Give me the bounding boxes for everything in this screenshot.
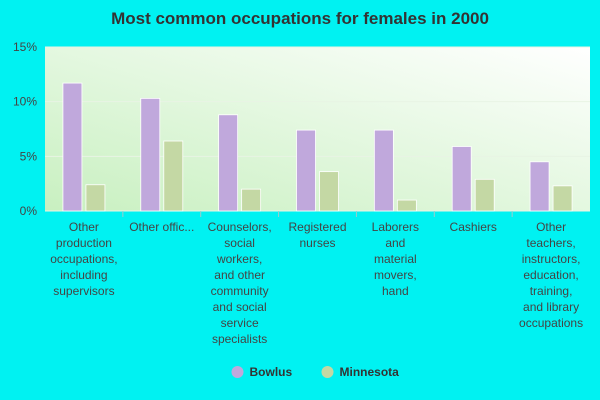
bar [85,184,106,212]
bar [474,178,495,212]
bar [552,185,573,212]
bar [296,129,316,212]
x-tick-label: Registered nurses [288,220,346,250]
x-tick-label: Other teachers, instructors, education, trai… [519,220,583,330]
bar [319,171,339,212]
bar [163,140,184,212]
legend-marker [321,366,334,378]
y-tick-label: 5% [20,149,38,163]
bar [529,161,550,212]
x-tick-label: Other offic... [129,220,194,234]
y-tick-label: 0% [20,204,38,218]
bar [241,188,262,212]
x-tick-label: Cashiers [450,220,497,234]
legend-label: Minnesota [340,365,400,379]
bar [140,97,161,212]
x-tick-label: Other production occupations, including supe… [50,220,117,298]
x-tick-label: Counselors, social workers, and other commun… [208,220,272,346]
bar [62,82,83,212]
bar [373,129,394,212]
legend-label: Bowlus [250,365,293,379]
bar [218,114,239,212]
chart-title: Most common occupations for females in 2… [111,9,489,28]
bar [451,146,472,212]
bar [396,199,417,212]
x-tick-label: Laborers and material movers, hand [372,220,419,298]
legend-marker [231,366,244,378]
plot-area [45,47,590,211]
y-tick-label: 15% [13,40,37,54]
y-tick-label: 10% [13,95,37,109]
